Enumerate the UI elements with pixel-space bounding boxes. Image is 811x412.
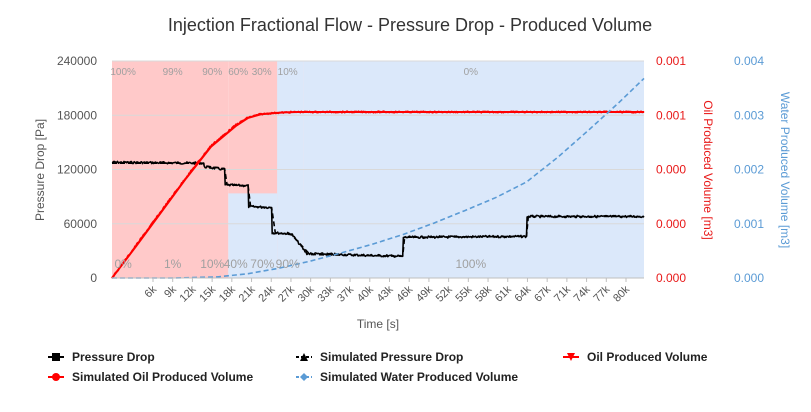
x-tick-label: 55k	[453, 283, 474, 304]
x-tick-label: 24k	[256, 283, 277, 304]
x-tick-label: 40k	[355, 283, 376, 304]
y-right2-tick-label: 0.001	[734, 217, 764, 231]
x-tick-label: 21k	[237, 283, 258, 304]
x-tick-label: 43k	[375, 283, 396, 304]
legend-label: Oil Produced Volume	[587, 350, 708, 364]
series-line-simulated-oil-produced-volume	[111, 111, 644, 279]
x-tick-label: 6k	[142, 283, 159, 300]
y-right2-tick-label: 0.000	[734, 271, 764, 285]
legend-item[interactable]: Oil Produced Volume	[563, 350, 707, 364]
x-tick-label: 71k	[552, 283, 573, 304]
legend-symbol	[48, 353, 64, 361]
band-top-label: 90%	[202, 67, 222, 78]
y-left-tick-label: 120000	[57, 163, 97, 177]
x-tick-label: 27k	[276, 283, 297, 304]
legend-item[interactable]: Pressure Drop	[48, 350, 155, 364]
band-bottom-label: 10%	[200, 257, 224, 271]
legend-label: Simulated Water Produced Volume	[320, 370, 519, 384]
x-tick-label: 46k	[394, 283, 415, 304]
y-right2-tick-label: 0.004	[734, 54, 764, 68]
band-top-label: 30%	[252, 67, 272, 78]
legend-symbol	[48, 373, 64, 381]
band-bottom-label: 0%	[114, 257, 132, 271]
y-left-tick-label: 0	[90, 271, 97, 285]
band-bottom-label: 40%	[224, 257, 248, 271]
y-left-tick-label: 180000	[57, 108, 97, 122]
legend-item[interactable]: Simulated Pressure Drop	[296, 350, 463, 364]
y-right1-tick-label: 0.000	[656, 217, 686, 231]
x-tick-label: 37k	[335, 283, 356, 304]
x-tick-label: 33k	[315, 283, 336, 304]
chart-title: Injection Fractional Flow - Pressure Dro…	[168, 15, 652, 35]
x-tick-label: 58k	[473, 283, 494, 304]
y-right2-tick-label: 0.003	[734, 108, 764, 122]
band-bottom-label: 90%	[276, 257, 300, 271]
x-tick-label: 67k	[532, 283, 553, 304]
y-left-tick-label: 60000	[64, 217, 98, 231]
y-right1-tick-label: 0.000	[656, 271, 686, 285]
chart-svg: Injection Fractional Flow - Pressure Dro…	[33, 15, 792, 331]
legend-item[interactable]: Simulated Oil Produced Volume	[48, 370, 253, 384]
band-bottom-label: 70%	[250, 257, 274, 271]
band-bottom-label: 1%	[164, 257, 182, 271]
band-top-label: 100%	[110, 67, 136, 78]
x-tick-label: 49k	[414, 283, 435, 304]
x-axis-title: Time [s]	[357, 317, 399, 331]
legend-label: Simulated Oil Produced Volume	[72, 370, 254, 384]
legend-symbol	[563, 353, 579, 361]
x-tick-label: 74k	[572, 283, 593, 304]
x-tick-label: 12k	[178, 283, 199, 304]
series-line-simulated-pressure-drop	[112, 162, 644, 258]
x-tick-label: 18k	[217, 283, 238, 304]
x-tick-label: 30k	[296, 283, 317, 304]
legend-label: Pressure Drop	[72, 350, 155, 364]
legend-symbol	[296, 353, 312, 361]
band-labels: 100% 99% 90% 60% 30% 10% 0%0% 1% 10% 40% 70% 90% 100…	[110, 67, 486, 271]
y-left-axis-title: Pressure Drop [Pa]	[33, 119, 47, 221]
band-top-label: 0%	[464, 67, 479, 78]
x-tick-label: 61k	[493, 283, 514, 304]
legend-marker-circle	[52, 373, 60, 381]
legend-marker-square	[52, 353, 60, 361]
legend-marker-diamond	[300, 373, 308, 381]
y-right1-tick-label: 0.001	[656, 54, 686, 68]
band-bottom-label: 100%	[455, 257, 486, 271]
legend-symbol	[296, 373, 312, 381]
legend-marker-triangle-down	[567, 353, 575, 361]
band-top-label: 60%	[228, 67, 248, 78]
x-tick-label: 80k	[611, 283, 632, 304]
chart-legend: Pressure Drop Simulated Pressure Drop Oil …	[48, 350, 768, 400]
x-tick-label: 15k	[197, 283, 218, 304]
series-layer	[111, 77, 645, 279]
y-right1-tick-label: 0.001	[656, 108, 686, 122]
series-line-simulated-water-produced-volume	[112, 77, 645, 279]
legend-label: Simulated Pressure Drop	[320, 350, 464, 364]
y-right1-tick-label: 0.000	[656, 163, 686, 177]
legend-marker-triangle	[300, 353, 308, 361]
x-tick-label: 52k	[434, 283, 455, 304]
y-right1-axis-title: Oil Produced Volume [m3]	[701, 100, 715, 239]
y-right2-axis-title: Water Produced Volume [m3]	[778, 92, 792, 248]
x-tick-label: 9k	[162, 283, 179, 300]
x-tick-label: 64k	[513, 283, 534, 304]
band-top-label: 10%	[278, 67, 298, 78]
band-top-label: 99%	[163, 67, 183, 78]
y-right2-tick-label: 0.002	[734, 163, 764, 177]
x-tick-label: 77k	[591, 283, 612, 304]
legend-item[interactable]: Simulated Water Produced Volume	[296, 370, 518, 384]
y-left-tick-label: 240000	[57, 54, 97, 68]
